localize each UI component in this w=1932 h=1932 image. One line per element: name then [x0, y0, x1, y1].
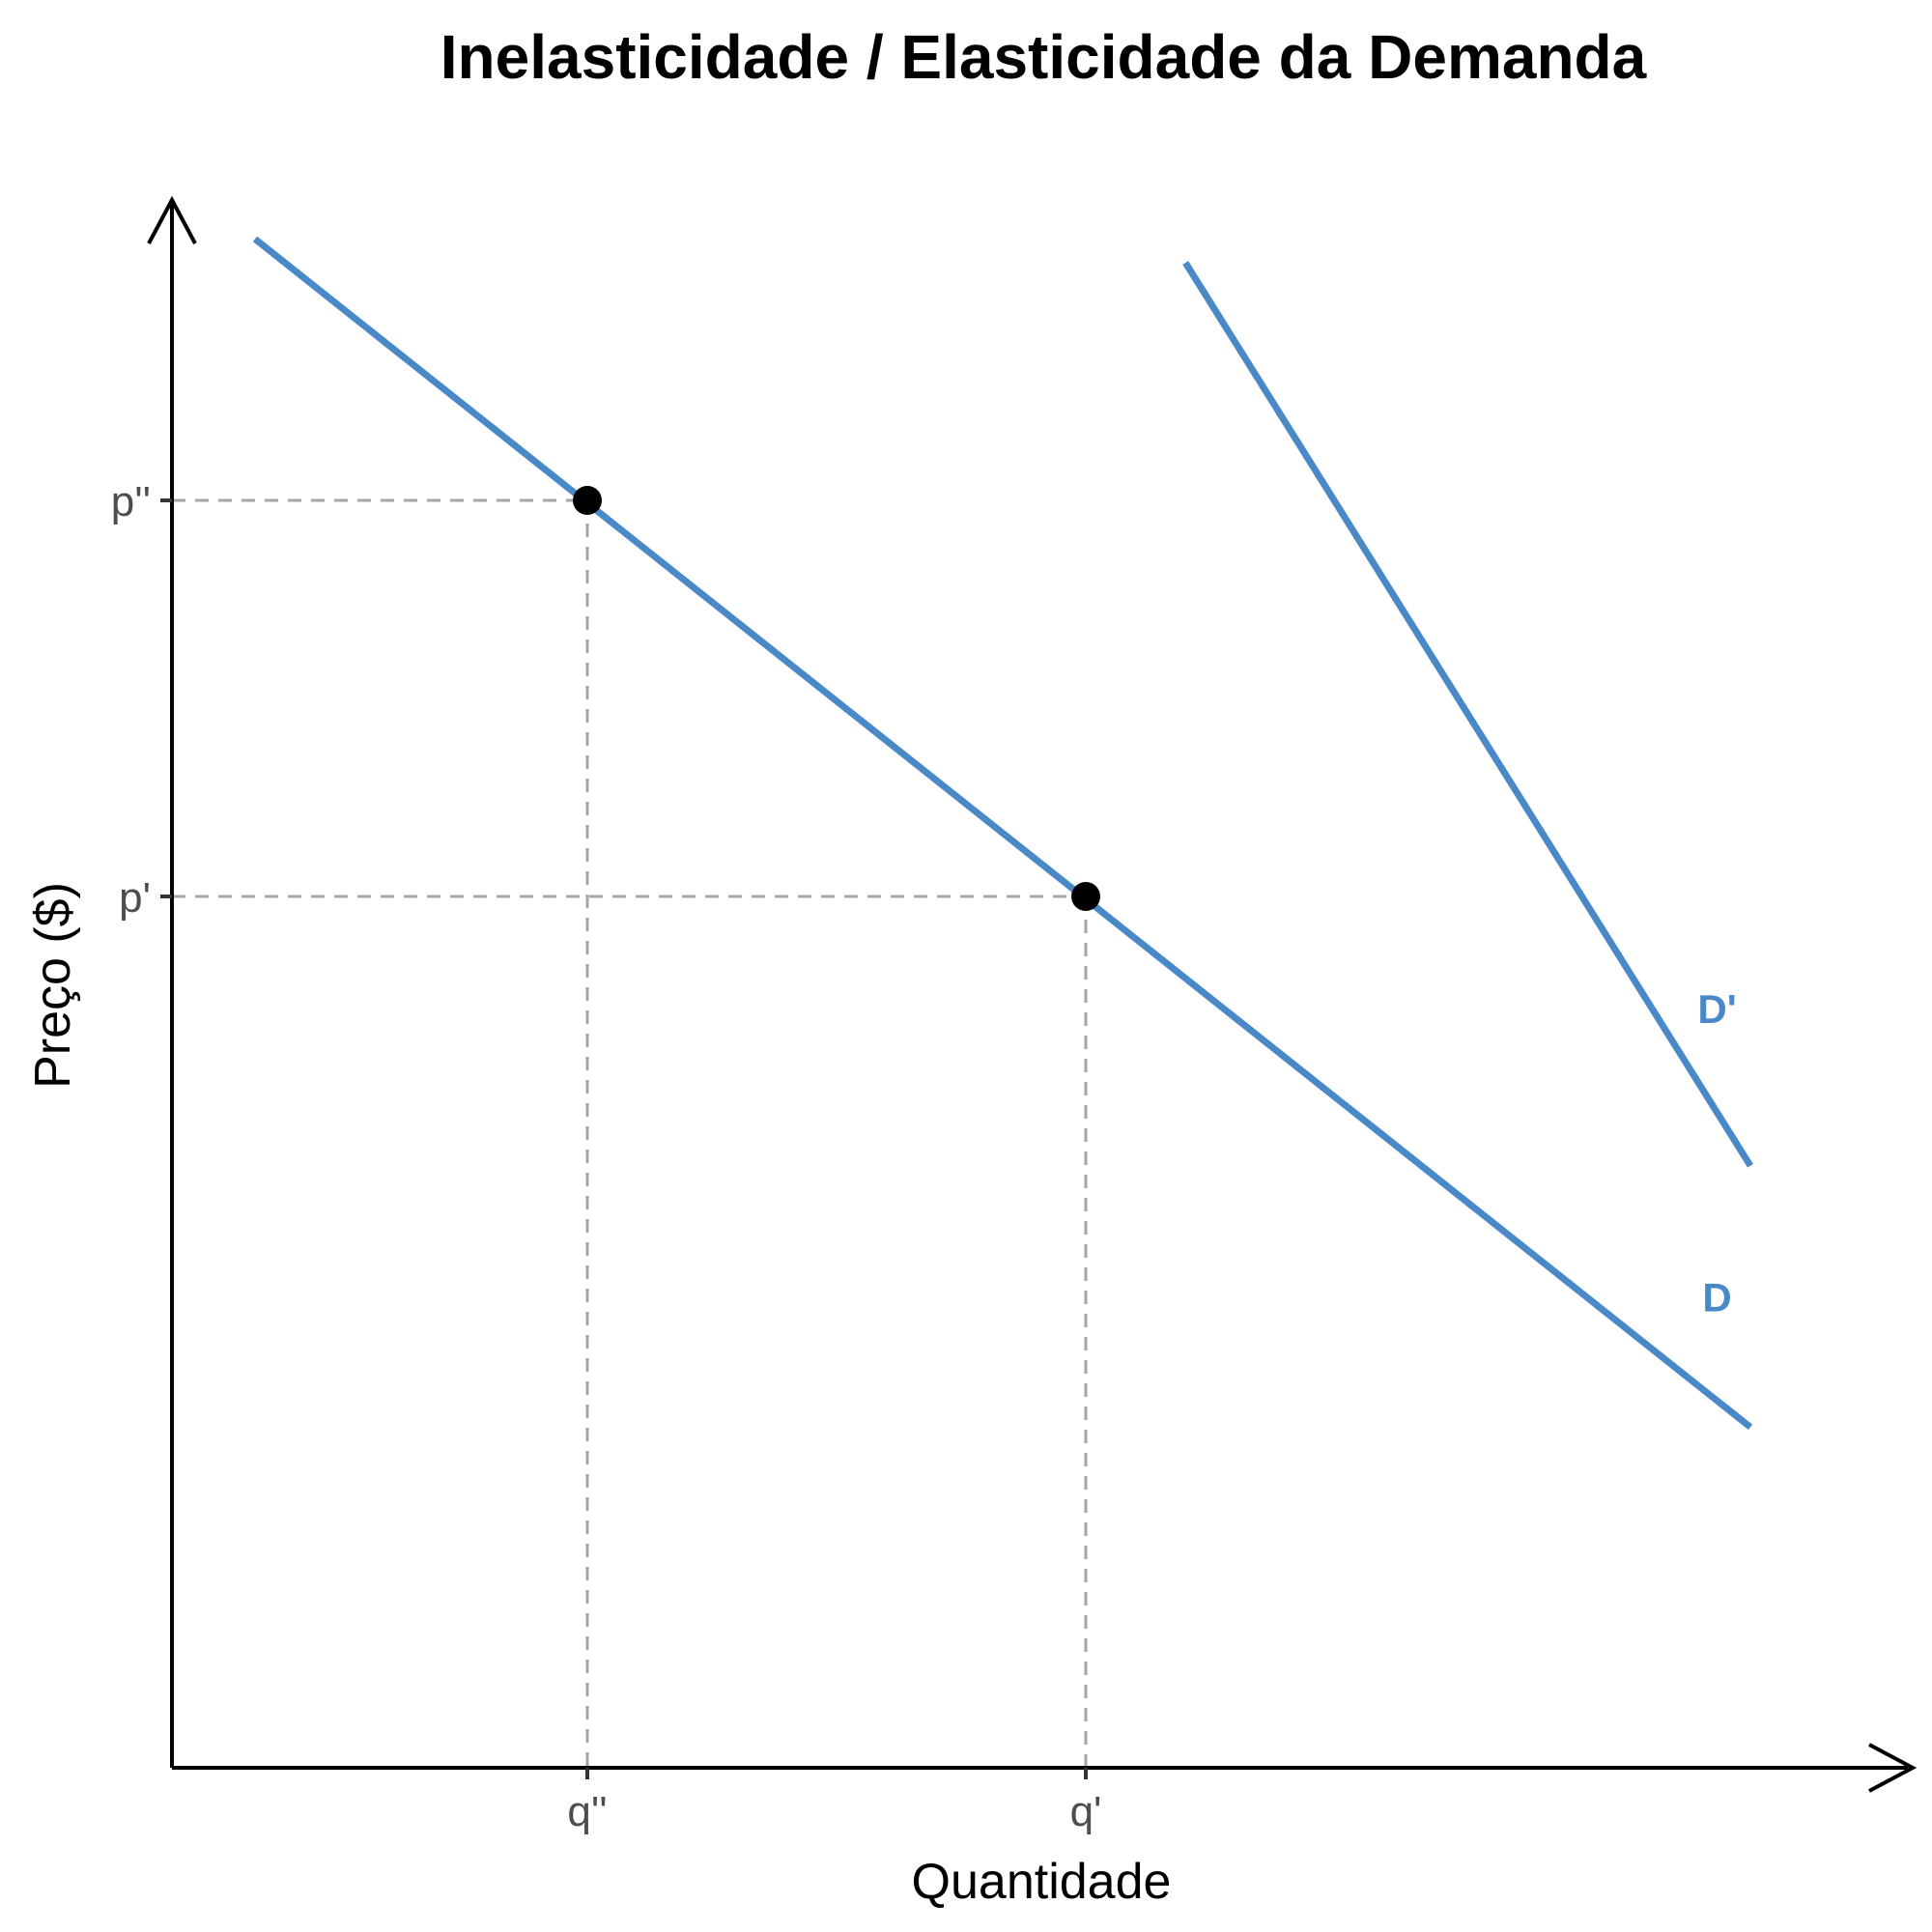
series-line-d-prime [1182, 261, 1753, 1168]
curve-label-d-prime: D' [1697, 986, 1736, 1032]
equilibrium-point [1071, 882, 1100, 911]
x-axis-label: Quantidade [912, 1854, 1172, 1910]
demand-curves [252, 236, 1753, 1431]
chart-title: Inelasticidade / Elasticidade da Demanda [440, 22, 1647, 92]
axis-ticks: q'' q' p'' p' [111, 478, 1102, 1835]
y-axis-label: Preço ($) [25, 882, 81, 1089]
axes [147, 195, 1918, 1793]
y-tick-label: p'' [111, 478, 151, 526]
x-tick-label: q' [1070, 1788, 1102, 1835]
equilibrium-points [573, 486, 1100, 911]
x-axis-arrow-icon [1868, 1743, 1918, 1793]
curve-label-d: D [1702, 1274, 1731, 1320]
x-tick-label: q'' [567, 1788, 607, 1835]
curve-labels: D D' [1697, 986, 1736, 1320]
y-tick-label: p' [119, 874, 151, 922]
equilibrium-point [573, 486, 602, 515]
series-line-d [252, 236, 1753, 1431]
y-axis-arrow-icon [147, 195, 197, 244]
guide-lines [172, 498, 1088, 1768]
